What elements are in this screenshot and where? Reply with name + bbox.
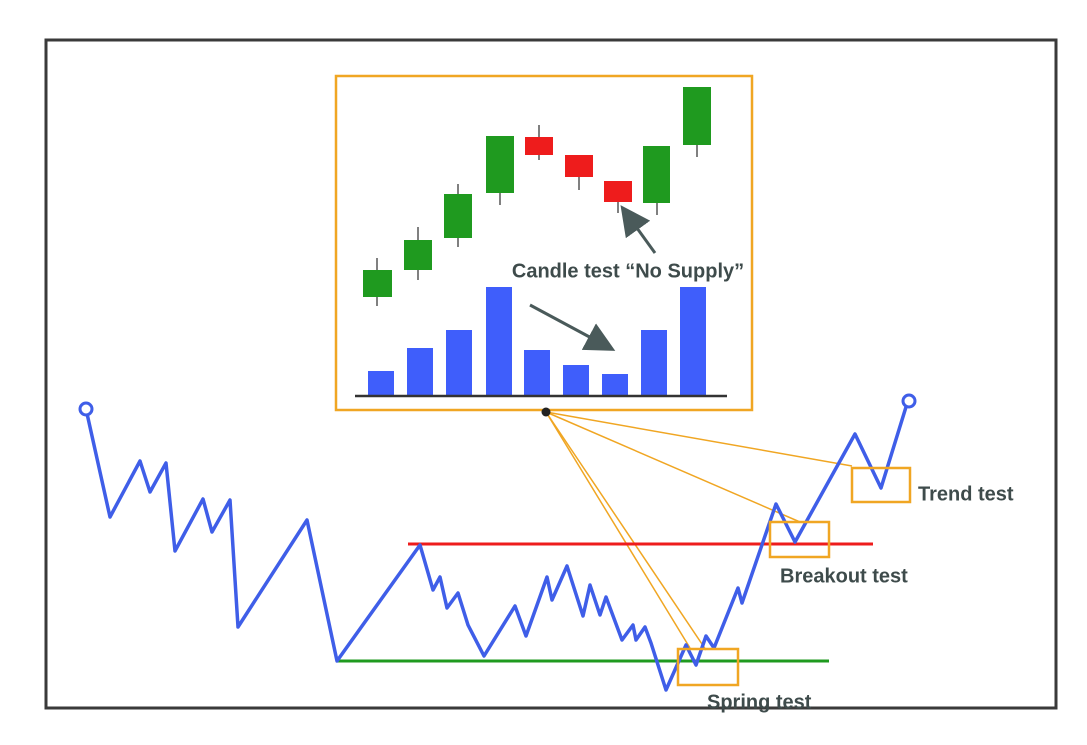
arrow [529, 303, 616, 351]
frame [44, 38, 1058, 710]
breakout-box [768, 520, 831, 559]
trend-box [850, 466, 912, 504]
price-path [84, 406, 908, 692]
test-label: Spring test [707, 691, 812, 713]
anchor-dot [541, 407, 551, 417]
start-point [78, 401, 94, 417]
arrow [620, 205, 657, 254]
connectors [545, 411, 853, 651]
test-label: Trend test [918, 483, 1014, 505]
callout-label: Candle test “No Supply” [512, 260, 744, 282]
candles [363, 87, 711, 297]
test-label: Breakout test [780, 565, 908, 587]
spring-box [676, 647, 740, 687]
volume-bars [368, 287, 706, 396]
end-point [901, 393, 917, 409]
